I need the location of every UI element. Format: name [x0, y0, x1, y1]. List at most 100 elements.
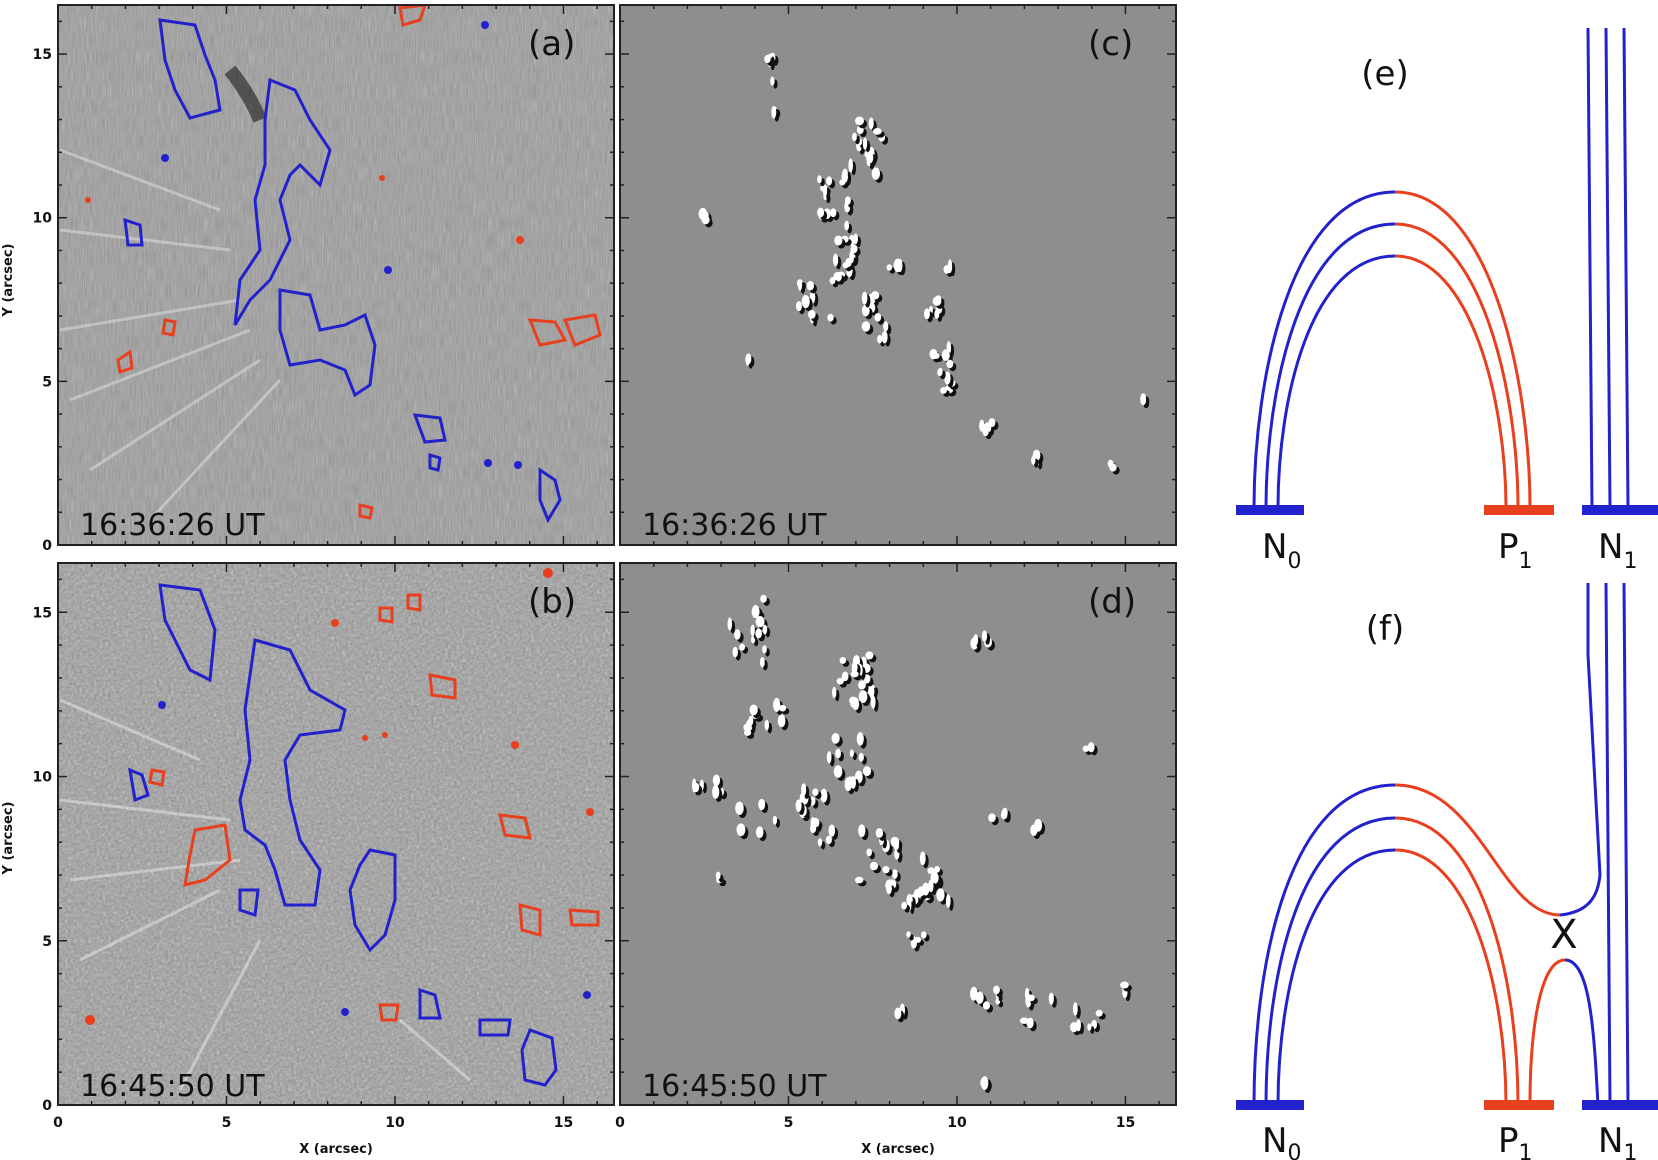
bright-feature: [807, 309, 816, 319]
bright-feature: [850, 244, 858, 254]
open-field-N1: [1586, 27, 1630, 509]
bright-feature: [833, 765, 843, 778]
bright-feature: [981, 1076, 989, 1090]
positive-contour: [518, 903, 542, 937]
x-axis-title-left: X (arcsec): [299, 1142, 373, 1157]
bright-feature: [739, 643, 746, 651]
loop-N0-P1-outer-f: [1252, 654, 1602, 1106]
bright-feature: [758, 798, 766, 811]
panel-a-texture: [58, 5, 614, 545]
bright-feature: [1120, 981, 1129, 989]
bright-feature: [770, 76, 775, 86]
bright-feature: [735, 801, 744, 816]
bright-feature: [1034, 818, 1043, 832]
y-tick-label: 5: [42, 374, 52, 390]
bright-feature: [872, 127, 882, 135]
bright-feature: [981, 630, 988, 642]
bright-feature: [771, 105, 777, 119]
bright-feature: [858, 824, 866, 838]
bright-feature: [736, 823, 746, 837]
bright-feature: [762, 624, 768, 635]
bright-feature: [886, 882, 892, 895]
bright-feature: [1072, 1002, 1078, 1016]
footpoint-N1-bar: [1582, 505, 1658, 515]
bright-feature: [751, 605, 760, 619]
bright-feature: [1075, 1019, 1081, 1032]
bright-feature: [932, 296, 942, 306]
bright-feature: [858, 752, 864, 762]
bright-feature: [982, 428, 989, 437]
bright-feature: [1082, 745, 1090, 752]
footpoint-P1-label: P1: [1498, 527, 1533, 574]
bright-feature: [874, 313, 882, 322]
panel-a-negative-contours: [123, 18, 562, 524]
bright-feature: [822, 184, 828, 198]
bright-feature: [881, 330, 888, 344]
bright-feature: [934, 866, 940, 873]
bright-feature: [1048, 992, 1054, 1005]
positive-contour: [161, 318, 177, 337]
reconnection-x-marker: X: [1550, 912, 1577, 958]
bright-feature: [858, 680, 866, 690]
bright-feature: [973, 634, 979, 646]
bright-feature: [844, 220, 850, 231]
bright-feature: [692, 782, 700, 793]
loop-N0-P1-middle-f: [1264, 816, 1520, 1106]
negative-contour: [123, 217, 144, 247]
x-tick-label: 10: [947, 1115, 967, 1131]
bright-feature: [856, 732, 864, 746]
bright-feature: [906, 931, 911, 938]
footpoint-P1-bar-f: [1484, 1100, 1554, 1110]
bright-feature: [894, 1007, 902, 1020]
bright-feature: [759, 657, 765, 668]
bright-feature: [801, 783, 807, 797]
bright-feature: [779, 704, 787, 712]
dark-feature: [852, 257, 857, 267]
positive-contour: [568, 908, 600, 927]
bright-feature: [886, 264, 893, 271]
bright-feature: [883, 321, 889, 332]
bright-feature: [812, 788, 819, 796]
bright-feature: [832, 253, 839, 267]
panel-a-small-dots: [85, 21, 524, 469]
panel-b: (b) 16:45:50 UT: [57, 562, 615, 1106]
panel-d-label: (d): [1088, 582, 1136, 622]
bright-feature: [748, 715, 754, 726]
bright-feature: [755, 615, 765, 628]
panel-b-small-dots: [85, 568, 594, 1025]
bright-feature: [852, 697, 860, 711]
panel-f-label: (f): [1366, 609, 1405, 649]
bright-feature: [866, 151, 874, 164]
x-tick-label: 0: [615, 1115, 625, 1131]
bright-feature: [839, 179, 846, 186]
bright-feature: [817, 207, 825, 218]
positive-contour: [378, 1003, 400, 1022]
bright-feature: [930, 871, 939, 884]
bright-feature: [828, 824, 836, 837]
panel-b-label: (b): [528, 582, 576, 622]
panel-e-label: (e): [1361, 54, 1408, 94]
panel-c-label: (c): [1088, 24, 1133, 64]
bright-feature: [839, 656, 847, 664]
bright-feature: [850, 775, 856, 789]
bright-feature: [875, 828, 884, 838]
bright-feature: [750, 624, 755, 637]
bright-feature: [940, 387, 947, 394]
footpoint-P1-label-f: P1: [1498, 1121, 1533, 1160]
footpoint-N0-bar-f: [1236, 1100, 1304, 1110]
panel-d-features: [692, 594, 1132, 1093]
panel-a: (a) 16:36:26 UT: [57, 4, 615, 546]
bright-feature: [988, 418, 996, 428]
y-tick-label: 0: [42, 538, 52, 554]
bright-feature: [877, 335, 883, 344]
bright-feature: [764, 719, 770, 731]
positive-contour: [148, 768, 166, 787]
bright-feature: [861, 291, 868, 305]
negative-contour: [238, 638, 347, 907]
negative-contour: [538, 467, 562, 524]
bright-feature: [871, 167, 881, 180]
bright-feature: [844, 196, 851, 205]
bright-feature: [827, 313, 834, 322]
bright-feature: [732, 646, 738, 658]
